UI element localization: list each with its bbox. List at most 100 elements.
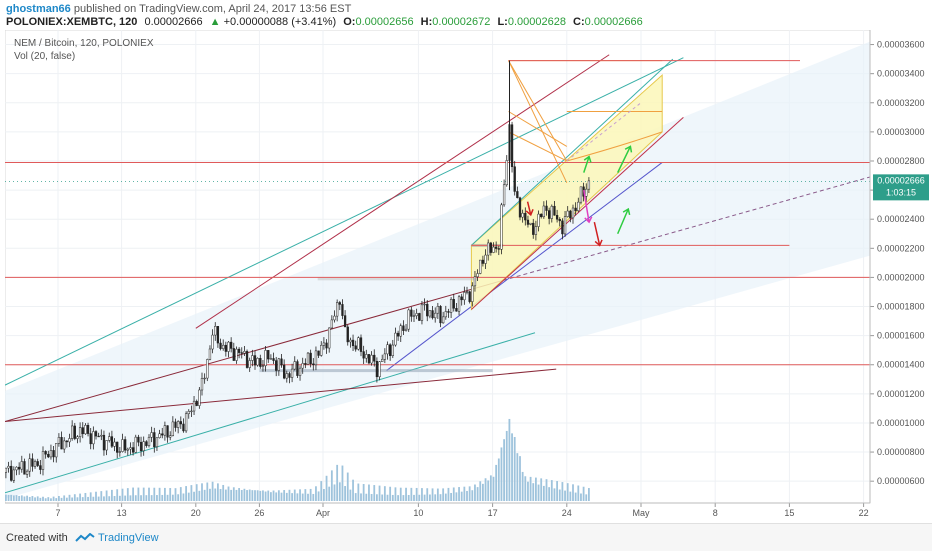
drawing-tools	[5, 41, 871, 499]
volume-bar	[442, 488, 445, 501]
price-axis[interactable]: 0.00003600 0.00003400 0.00003200 0.00003000…	[869, 30, 925, 503]
candle-body	[208, 348, 212, 360]
candle-body	[15, 466, 18, 471]
volume-bar	[317, 491, 320, 501]
candle-body	[285, 373, 288, 379]
volume-bar	[95, 491, 97, 501]
volume-bar	[195, 484, 198, 501]
candle-body	[500, 204, 503, 250]
candle-body	[373, 354, 376, 362]
candle-body	[129, 447, 132, 450]
volume-bar	[161, 494, 164, 501]
volume-bar	[394, 487, 397, 501]
dashed-projection-line	[503, 176, 871, 281]
candle-body	[63, 440, 66, 450]
volume-bar	[185, 486, 187, 501]
candle-body	[256, 358, 259, 366]
volume-bar	[206, 482, 209, 501]
volume-bar	[116, 489, 119, 501]
volume-bar	[368, 484, 370, 501]
y-tick-label: 0.00001800	[877, 302, 925, 312]
volume-bar	[134, 495, 137, 501]
candle-body	[137, 436, 140, 443]
chart-area[interactable]: 0.00003600 0.00003400 0.00003200 0.00003000…	[5, 30, 932, 523]
candle-body	[78, 427, 82, 437]
candle-body	[502, 184, 506, 206]
candle-body	[187, 411, 190, 415]
volume-bar	[569, 491, 572, 501]
candle-body	[134, 436, 137, 453]
candle-body	[585, 188, 588, 197]
candle-body	[73, 425, 76, 439]
volume-bar	[418, 494, 421, 501]
volume-bar	[65, 497, 68, 501]
volume-bar	[201, 483, 203, 501]
candle-body	[423, 303, 426, 306]
volume-bar	[28, 496, 31, 501]
volume-bar	[458, 487, 460, 501]
volume-bar	[203, 489, 206, 501]
candle-body	[383, 353, 387, 360]
volume-bar	[426, 488, 429, 501]
candle-body	[65, 440, 69, 443]
candle-body	[457, 296, 461, 312]
candle-body	[378, 361, 381, 378]
volume-bar	[556, 481, 558, 501]
volume-bar	[429, 494, 431, 501]
y-tick-label: 0.00002400	[877, 214, 925, 224]
symbol-label: POLONIEX:XEMBTC, 120	[6, 16, 138, 28]
candle-body	[89, 433, 92, 445]
candle-body	[283, 364, 286, 379]
volume-bar	[383, 486, 386, 501]
resistance-trend-line	[195, 54, 610, 329]
volume-bar	[291, 493, 293, 501]
candle-body	[320, 344, 323, 356]
volume-bar	[63, 495, 66, 501]
chart-title: NEM / Bitcoin, 120, POLONIEX	[14, 38, 154, 49]
candle-body	[177, 421, 180, 428]
volume-bar	[182, 493, 185, 501]
candle-body	[298, 367, 302, 376]
y-tick-label: 0.00002000	[877, 272, 925, 282]
volume-bar	[320, 481, 323, 501]
up-arrow-green	[616, 208, 629, 235]
volume-bar	[323, 488, 325, 501]
candle-body	[410, 309, 413, 317]
candle-body	[569, 210, 572, 219]
tradingview-link[interactable]: TradingView	[98, 532, 159, 544]
candle-body	[492, 246, 495, 253]
volume-bar	[521, 471, 524, 501]
volume-bar	[177, 494, 180, 501]
volume-bar	[582, 486, 585, 501]
candle-body	[182, 423, 185, 432]
x-tick-label: 7	[55, 508, 60, 518]
volume-bar	[474, 484, 476, 501]
volume-bar	[121, 488, 124, 501]
candle-body	[245, 351, 249, 368]
candle-body	[463, 292, 466, 301]
volume-bar	[423, 494, 426, 501]
volume-bar	[548, 487, 551, 501]
volume-bar	[248, 489, 251, 501]
candle-body	[529, 222, 532, 225]
volume-bar	[15, 495, 18, 501]
candle-body	[306, 352, 310, 365]
x-tick-label: 10	[413, 508, 423, 518]
candle-body	[248, 360, 251, 368]
candle-body	[439, 306, 442, 324]
volume-bar	[588, 488, 590, 501]
time-axis[interactable]: 7 13 20 26 Apr 10 17 24 May 8 15 22	[5, 502, 870, 518]
volume-bar	[312, 493, 315, 501]
volume-bar	[44, 498, 47, 501]
candle-body	[322, 342, 326, 346]
candle-body	[288, 373, 291, 378]
candle-body	[163, 425, 167, 436]
volume-bar	[124, 495, 127, 501]
candle-body	[545, 205, 548, 211]
author-name[interactable]: ghostman66	[6, 3, 71, 15]
volume-bar	[5, 494, 7, 501]
volume-bar	[283, 490, 286, 501]
volume-bar	[455, 492, 458, 501]
candle-body	[351, 339, 355, 347]
chart-canvas[interactable]: 0.00003600 0.00003400 0.00003200 0.00003000…	[5, 30, 932, 523]
